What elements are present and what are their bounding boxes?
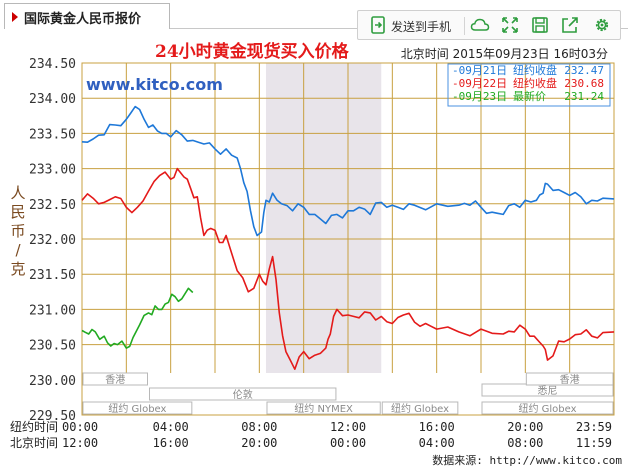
x-tick-label: 16:00 — [419, 420, 455, 434]
x-axis-row-label: 纽约时间 — [10, 419, 58, 434]
market-session-label: 香港 — [105, 374, 125, 386]
legend-kind: 最新价 — [513, 89, 546, 103]
x-tick-label: 08:00 — [507, 436, 543, 450]
market-session-label: 纽约 Globex — [391, 402, 449, 415]
legend-value: 230.68 — [564, 77, 604, 90]
clock-text: 北京时间 2015年09月23日 16时03分 — [401, 47, 608, 61]
fullscreen-icon — [502, 17, 518, 33]
legend-name: -09月22日 — [452, 77, 507, 90]
y-axis-label-char: / — [15, 241, 21, 259]
x-tick-label: 12:00 — [62, 436, 98, 450]
y-tick-label: 229.50 — [29, 409, 76, 424]
legend-value: 231.24 — [564, 90, 604, 103]
x-tick-label: 04:00 — [419, 436, 455, 450]
y-axis-label-char: 民 — [10, 203, 25, 221]
cloud-button[interactable] — [468, 15, 492, 36]
share-icon — [562, 17, 578, 33]
data-source: 数据来源: http://www.kitco.com — [432, 454, 622, 467]
tab-title: 国际黄金人民币报价 — [24, 12, 142, 27]
gear-icon — [595, 18, 609, 32]
x-tick-label: 20:00 — [241, 436, 277, 450]
market-session-label: 纽约 NYMEX — [294, 402, 353, 415]
toolbar: 发送到手机 — [357, 10, 621, 40]
y-tick-label: 230.00 — [29, 374, 76, 389]
series-line-2 — [81, 167, 615, 370]
series-line-3 — [81, 287, 194, 349]
toolbar-divider — [464, 17, 465, 35]
x-tick-label: 23:59 — [576, 420, 612, 434]
market-session-bar — [481, 401, 614, 415]
x-tick-label: 12:00 — [330, 420, 366, 434]
legend-value: 232.47 — [564, 64, 604, 77]
x-tick-label: 00:00 — [330, 436, 366, 450]
market-session-bar — [82, 372, 148, 386]
market-session-bar — [82, 401, 193, 415]
market-session-bar — [266, 401, 381, 415]
market-session-bar — [525, 372, 614, 386]
legend-box — [447, 63, 611, 107]
market-session-label: 香港 — [560, 374, 580, 386]
legend-name: -09月21日 — [452, 64, 507, 77]
settings-button[interactable] — [590, 15, 614, 36]
market-session-label: 悉尼 — [538, 385, 558, 397]
series-line-1 — [81, 105, 615, 237]
send-to-phone-label: 发送到手机 — [391, 20, 452, 34]
legend-name: -09月23日 — [452, 90, 507, 103]
market-session-bar — [381, 401, 459, 415]
y-tick-label: 234.00 — [29, 92, 76, 107]
share-button[interactable] — [558, 15, 582, 36]
fullscreen-button[interactable] — [498, 15, 522, 36]
y-axis-label-char: 币 — [10, 222, 25, 240]
x-axis-row-label: 北京时间 — [10, 436, 58, 450]
chart-title: 24小时黄金现货买入价格 — [155, 41, 350, 62]
y-tick-label: 232.00 — [29, 233, 76, 248]
send-to-phone-button[interactable]: 发送到手机 — [364, 15, 458, 36]
tab-gold-cny[interactable]: 国际黄金人民币报价 — [4, 3, 170, 29]
x-tick-label: 16:00 — [153, 436, 189, 450]
legend-kind: 纽约收盘 — [513, 76, 557, 90]
y-tick-label: 232.50 — [29, 198, 76, 213]
watermark-text: www.kitco.com — [86, 75, 223, 94]
y-tick-label: 234.50 — [29, 57, 76, 72]
send-to-phone-icon — [371, 16, 385, 34]
y-tick-label: 233.50 — [29, 127, 76, 142]
tab-marker-icon — [12, 12, 18, 22]
x-tick-label: 08:00 — [241, 420, 277, 434]
y-tick-label: 230.50 — [29, 339, 76, 354]
market-session-bar — [149, 387, 337, 401]
x-tick-label: 20:00 — [507, 420, 543, 434]
x-tick-label: 00:00 — [62, 420, 98, 434]
shaded-session — [265, 63, 382, 373]
market-session-label: 伦敦 — [233, 388, 253, 401]
y-axis-label-char: 克 — [10, 260, 25, 278]
save-button[interactable] — [528, 15, 552, 36]
save-icon — [532, 17, 548, 33]
y-tick-label: 233.00 — [29, 163, 76, 178]
y-tick-label: 231.50 — [29, 268, 76, 283]
x-tick-label: 11:59 — [576, 436, 612, 450]
x-tick-label: 04:00 — [153, 420, 189, 434]
y-axis-label-char: 人 — [10, 184, 25, 202]
market-session-label: 纽约 Globex — [108, 402, 166, 415]
cloud-icon — [470, 18, 490, 31]
market-session-label: 纽约 Globex — [518, 402, 576, 415]
y-tick-label: 231.00 — [29, 303, 76, 318]
legend-kind: 纽约收盘 — [513, 63, 557, 77]
